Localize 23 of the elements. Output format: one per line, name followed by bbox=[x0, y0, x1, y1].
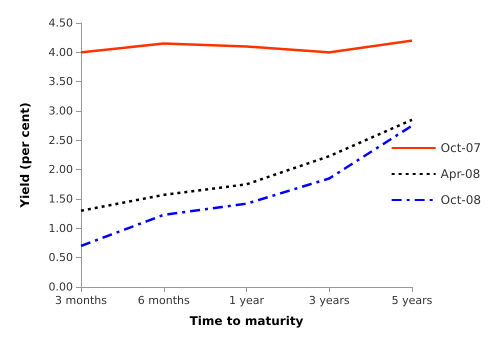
legend-label: Oct-07 bbox=[440, 141, 482, 155]
y-tick-label: 4.00 bbox=[48, 46, 73, 59]
y-tick-label: 4.50 bbox=[48, 16, 73, 30]
y-axis-title: Yield (per cent) bbox=[18, 102, 32, 209]
y-tick-label: 3.00 bbox=[48, 104, 73, 118]
y-tick-label: 3.50 bbox=[48, 75, 73, 88]
y-tick-label: 2.00 bbox=[48, 163, 73, 176]
legend-label: Apr-08 bbox=[440, 167, 480, 181]
x-tick-label: 3 months bbox=[55, 294, 108, 307]
y-tick-label: 1.00 bbox=[48, 222, 73, 235]
x-tick-label: 1 year bbox=[228, 294, 264, 307]
line-series bbox=[80, 124, 414, 248]
line-series bbox=[80, 39, 414, 54]
x-tick-label: 5 years bbox=[392, 294, 433, 307]
y-tick-label: 0.00 bbox=[48, 280, 73, 294]
line-series bbox=[80, 118, 414, 212]
y-tick-label: 1.50 bbox=[48, 192, 73, 206]
y-tick-label: 0.50 bbox=[48, 251, 73, 264]
x-tick-label: 6 months bbox=[138, 294, 190, 307]
y-tick-label: 2.50 bbox=[48, 134, 73, 147]
x-tick-label: 3 years bbox=[308, 294, 350, 307]
legend-label: Oct-08 bbox=[440, 193, 482, 207]
x-axis-title: Time to maturity bbox=[190, 314, 304, 328]
